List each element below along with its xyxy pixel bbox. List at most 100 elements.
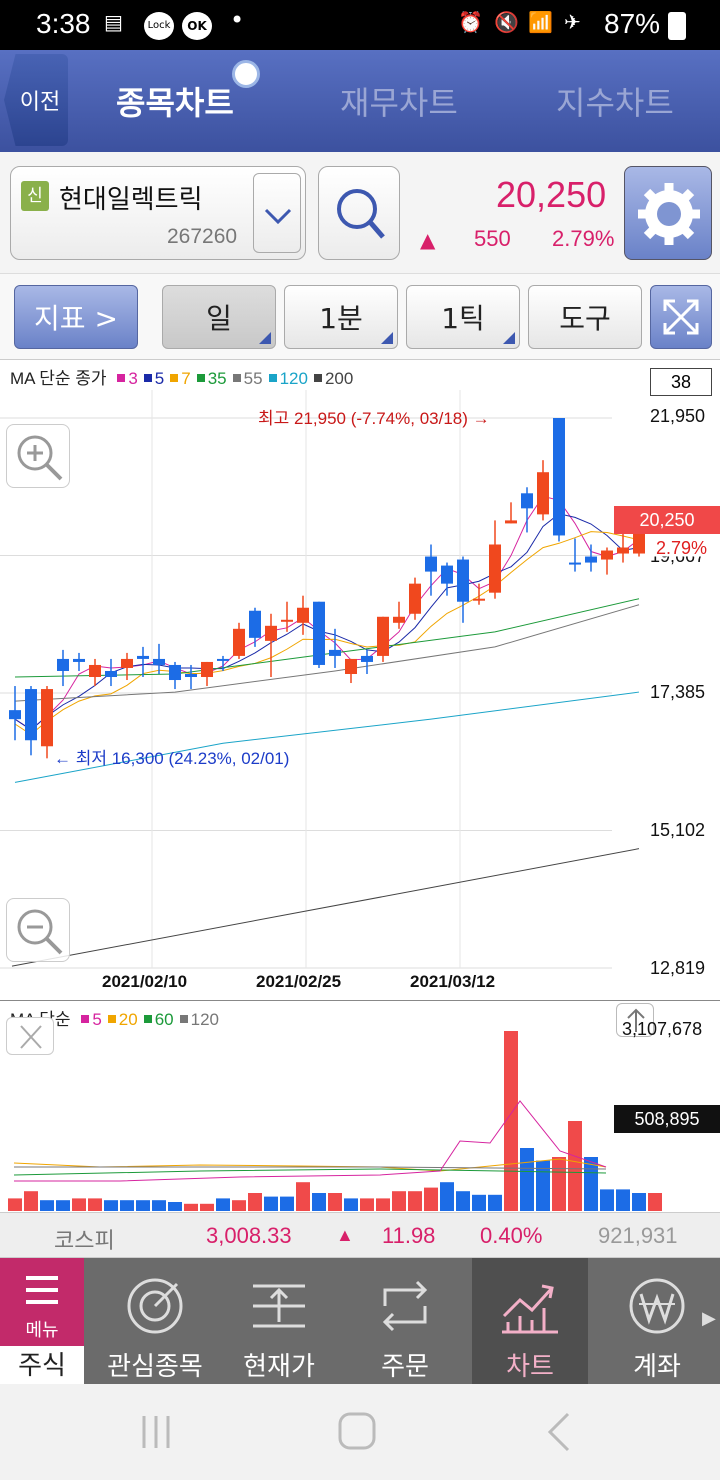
candle-body — [25, 689, 37, 741]
nav-watchlist-label: 관심종목 — [107, 1351, 203, 1381]
nav-chart-label: 차트 — [506, 1351, 554, 1381]
volume-bar — [472, 1194, 486, 1211]
fullscreen-button[interactable] — [650, 285, 712, 349]
volume-bar — [328, 1193, 342, 1211]
hamburger-menu-icon — [26, 1276, 58, 1304]
refresh-icon[interactable] — [232, 60, 260, 88]
volume-bar — [520, 1148, 534, 1211]
won-currency-icon — [629, 1278, 685, 1334]
candle-body — [521, 493, 533, 509]
price-chart[interactable]: MA 단순 종가 3 5 7 35 55 120 200 38 21,950 19,667 … — [0, 360, 720, 1000]
current-pct-tag: 2.79% — [656, 538, 708, 558]
price-chart-canvas[interactable] — [0, 360, 720, 1000]
candle-body — [313, 601, 325, 665]
stock-selector[interactable]: 신 현대일렉트릭 267260 — [10, 166, 306, 260]
bottom-navigation: 메뉴 주식 관심종목 현재가 주문 차트 계좌 ▶ — [0, 1258, 720, 1384]
legend-swatch — [117, 374, 126, 382]
back-button[interactable]: 이전 — [4, 54, 68, 146]
nav-order-label: 주문 — [381, 1351, 429, 1381]
tab-financial-chart[interactable]: 재무차트 — [340, 85, 458, 121]
nav-current-price[interactable]: 현재가 — [216, 1258, 342, 1384]
candle-count-box[interactable]: 38 — [650, 368, 712, 396]
volume-chart-canvas[interactable] — [0, 1001, 720, 1213]
status-bar: 3:38 ▤ Lock OK • ⏰ 🔇 📶 ✈ 87% — [0, 0, 720, 50]
recent-apps-icon[interactable] — [142, 1416, 170, 1448]
ma3-line — [14, 495, 640, 731]
back-nav-icon[interactable] — [547, 1412, 570, 1452]
nav-chart[interactable]: 차트 — [472, 1258, 588, 1384]
data-icon: ▤ — [104, 10, 123, 34]
volume-bar — [552, 1157, 566, 1211]
search-icon — [337, 189, 385, 239]
arrow-up-icon — [627, 1008, 645, 1032]
volume-bar — [488, 1194, 502, 1211]
scroll-right-icon[interactable]: ▶ — [702, 1308, 716, 1329]
y-tick-label: 21,950 — [650, 406, 706, 426]
chart-growth-icon — [502, 1284, 558, 1334]
nav-account[interactable]: 계좌 — [594, 1258, 720, 1384]
price-change-percent: 2.79% — [552, 226, 615, 251]
home-icon[interactable] — [338, 1412, 376, 1450]
settings-button[interactable] — [624, 166, 712, 260]
legend-item: 60 — [154, 1010, 174, 1029]
volume-bar — [184, 1203, 198, 1211]
nav-current-price-label: 현재가 — [243, 1351, 315, 1381]
lock-app-icon: Lock — [144, 12, 174, 40]
close-volume-button[interactable] — [6, 1017, 54, 1055]
period-tick-button[interactable]: 1틱 — [406, 285, 520, 349]
new-listing-badge: 신 — [21, 181, 49, 211]
indicator-button[interactable]: 지표 > — [14, 285, 138, 349]
tools-button[interactable]: 도구 — [528, 285, 642, 349]
tab-index-chart[interactable]: 지수차트 — [556, 85, 674, 121]
current-price: 20,250 — [496, 174, 607, 215]
y-tick-label: 17,385 — [650, 682, 706, 702]
zoom-out-button[interactable] — [6, 898, 70, 962]
x-tick-label: 2021/03/12 — [410, 972, 496, 991]
candle-body — [185, 673, 197, 678]
period-day-button[interactable]: 일 — [162, 285, 276, 349]
volume-bar — [392, 1191, 406, 1211]
tab-stock-chart[interactable]: 종목차트 — [116, 85, 234, 121]
price-board-icon — [253, 1284, 305, 1328]
candle-body — [553, 418, 565, 536]
dropdown-corner-icon — [503, 332, 515, 344]
legend-item: 5 — [92, 1010, 102, 1029]
candle-body — [201, 661, 213, 678]
stock-dropdown-button[interactable] — [253, 173, 301, 253]
legend-swatch — [107, 1015, 116, 1023]
close-icon — [20, 1025, 42, 1049]
period-tick-label: 1틱 — [441, 302, 485, 335]
volume-current-tag: 508,895 — [614, 1105, 720, 1133]
nav-watchlist[interactable]: 관심종목 — [92, 1258, 218, 1384]
volume-bar — [344, 1198, 358, 1211]
volume-bar — [232, 1200, 246, 1211]
candle-body — [41, 689, 53, 747]
volume-bar — [8, 1198, 22, 1211]
ma35-line — [14, 598, 640, 678]
legend-swatch — [81, 1015, 90, 1023]
candle-body — [617, 547, 629, 554]
volume-bar — [136, 1200, 150, 1211]
alarm-icon: ⏰ — [458, 10, 483, 34]
volume-bar — [504, 1031, 518, 1211]
legend-swatch — [170, 374, 179, 382]
volume-bar — [40, 1200, 54, 1211]
volume-bar — [72, 1198, 86, 1211]
vol-ma5-line — [14, 1100, 607, 1182]
legend-item: 35 — [207, 369, 227, 388]
search-button[interactable] — [318, 166, 400, 260]
menu-button[interactable]: 메뉴 주식 — [0, 1258, 84, 1384]
volume-bar — [376, 1198, 390, 1211]
volume-bar — [264, 1196, 278, 1211]
legend-swatch — [143, 374, 152, 382]
dot-icon: • — [230, 6, 245, 34]
candle-body — [153, 658, 165, 665]
zoom-in-button[interactable] — [6, 424, 70, 488]
up-arrow-icon: ▲ — [420, 228, 436, 252]
legend-swatch — [143, 1015, 152, 1023]
nav-order[interactable]: 주문 — [342, 1258, 468, 1384]
period-minute-button[interactable]: 1분 — [284, 285, 398, 349]
scroll-up-button[interactable] — [616, 1003, 654, 1037]
kospi-ticker[interactable]: 코스피 3,008.33 ▲ 11.98 0.40% 921,931 — [0, 1212, 720, 1258]
